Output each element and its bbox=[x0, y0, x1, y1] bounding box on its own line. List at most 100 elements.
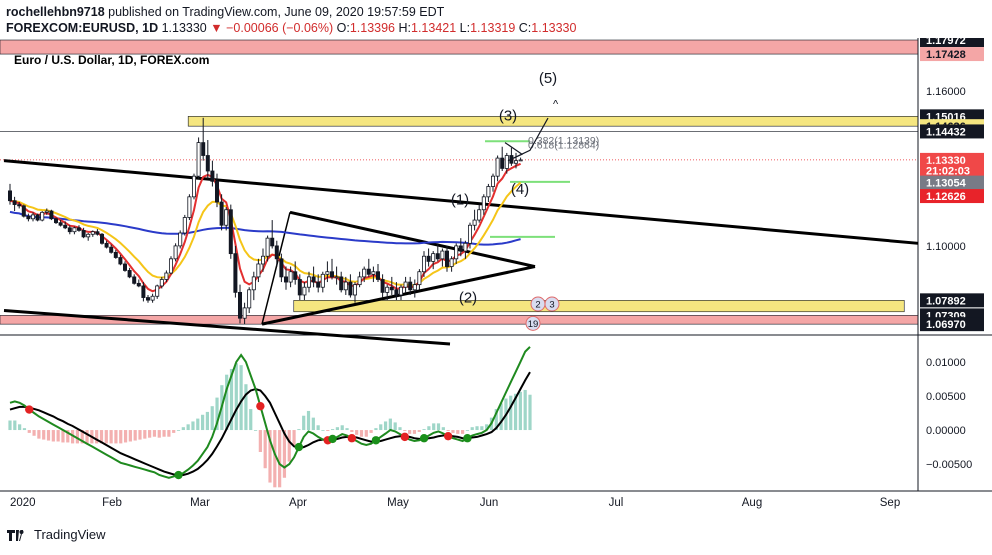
candle-body bbox=[518, 159, 523, 162]
macd-histogram-bar bbox=[316, 425, 320, 431]
candle-body bbox=[72, 227, 77, 233]
candle-body bbox=[417, 271, 422, 286]
candles-layer bbox=[7, 117, 523, 325]
macd-histogram-bar bbox=[513, 393, 518, 431]
price-label: 1.17428 bbox=[926, 49, 966, 61]
macd-histogram-bar bbox=[364, 430, 368, 437]
macd-histogram-bar bbox=[408, 430, 412, 434]
macd-histogram-bar bbox=[215, 397, 219, 431]
time-label: Jul bbox=[609, 497, 624, 509]
macd-histogram-bar bbox=[403, 430, 407, 431]
macd-histogram-bar bbox=[253, 430, 258, 431]
candle-body bbox=[233, 253, 238, 293]
time-label: Jun bbox=[480, 497, 499, 509]
time-label: Apr bbox=[289, 497, 307, 509]
candle-body bbox=[30, 214, 35, 220]
wave-label: (5) bbox=[539, 70, 557, 87]
macd-histogram-bar bbox=[70, 430, 75, 444]
candle-body bbox=[7, 190, 12, 202]
macd-histogram-bar bbox=[321, 430, 325, 431]
macd-histogram-bar bbox=[350, 430, 354, 432]
macd-histogram-bar bbox=[128, 430, 132, 442]
candle-body bbox=[329, 271, 334, 278]
price-label-box bbox=[920, 175, 984, 190]
candle-body bbox=[458, 245, 463, 252]
price-axis[interactable]: 1.179721.174281.160001.150161.146361.144… bbox=[920, 38, 984, 471]
candle-body bbox=[44, 210, 49, 213]
price-chart[interactable]: (5) (3) (1) (4) (2) 0.382(1.13139)0.618(1.128… bbox=[0, 38, 992, 520]
macd-histogram-bar bbox=[273, 430, 277, 488]
macd-histogram-bar bbox=[340, 425, 344, 431]
price-label: 1.07892 bbox=[926, 295, 966, 307]
candle-body bbox=[467, 224, 472, 244]
zones-layer bbox=[0, 39, 919, 325]
candle-body bbox=[86, 233, 91, 238]
trendline-upper bbox=[3, 159, 919, 245]
macd-histogram-bar bbox=[523, 389, 527, 431]
candle-body bbox=[316, 281, 321, 288]
time-axis[interactable]: 2020 Feb Mar Apr May Jun Jul Aug Sep bbox=[10, 497, 900, 509]
candle-body bbox=[247, 289, 252, 309]
candle-body bbox=[132, 276, 137, 284]
macd-histogram-bar bbox=[229, 368, 234, 431]
candle-body bbox=[444, 250, 449, 267]
macd-cross-dot bbox=[463, 434, 472, 443]
macd-histogram-bar bbox=[176, 430, 181, 431]
macd-histogram-bar bbox=[133, 430, 137, 441]
candle-body bbox=[431, 253, 436, 262]
symbol-line: FOREXCOM:EURUSD, 1D 1.13330 ▼ −0.00066 (… bbox=[6, 20, 576, 36]
macd-histogram-bar bbox=[244, 384, 248, 431]
macd-histogram-bar bbox=[451, 430, 455, 433]
macd-cross-dot bbox=[371, 436, 381, 445]
candle-body bbox=[201, 142, 206, 156]
macd-cross-dot bbox=[419, 434, 429, 443]
close-value: 1.13330 bbox=[531, 21, 577, 35]
triangle-top bbox=[289, 210, 536, 269]
candle-body bbox=[500, 157, 505, 169]
time-label: Aug bbox=[742, 497, 762, 509]
candle-body bbox=[412, 284, 417, 291]
candle-body bbox=[159, 279, 164, 287]
candle-body bbox=[63, 224, 68, 229]
candle-body bbox=[371, 271, 376, 275]
macd-histogram-bar bbox=[422, 429, 426, 431]
wave-label: (1) bbox=[451, 192, 469, 209]
macd-histogram-bar bbox=[509, 395, 513, 431]
candle-body bbox=[26, 215, 31, 220]
triangle-left bbox=[261, 212, 291, 325]
macd-histogram-bar bbox=[152, 430, 157, 437]
macd-histogram-bar bbox=[417, 430, 421, 432]
trendline-lower bbox=[3, 308, 451, 346]
macd-histogram-bar bbox=[528, 394, 532, 431]
macd-histogram-bar bbox=[27, 430, 31, 433]
candle-body bbox=[168, 258, 173, 274]
symbol-label: FOREXCOM:EURUSD, 1D bbox=[6, 21, 159, 35]
candle-body bbox=[77, 227, 82, 231]
candle-body bbox=[375, 271, 380, 280]
candle-body bbox=[403, 281, 408, 288]
candle-body bbox=[196, 142, 201, 177]
candle-body bbox=[311, 276, 316, 283]
macd-cross-dot bbox=[347, 434, 357, 443]
publisher-name: rochellehbn9718 bbox=[6, 5, 105, 19]
grid-layer bbox=[0, 38, 992, 492]
candle-body bbox=[81, 230, 86, 238]
macd-histogram-bar bbox=[80, 430, 84, 444]
zone-0 bbox=[0, 39, 919, 55]
projection-arrow-icon: ^ bbox=[553, 99, 559, 111]
fib-label: 0.618(1.12864) bbox=[528, 140, 599, 152]
publish-info: published on TradingView.com, June 09, 2… bbox=[108, 5, 445, 19]
macd-histogram-bar bbox=[143, 430, 147, 439]
candle-body bbox=[270, 237, 275, 247]
macd-histogram-bar bbox=[210, 406, 214, 431]
macd-histogram-bar bbox=[42, 430, 46, 440]
price-label-box bbox=[920, 124, 984, 139]
macd-histogram-bar bbox=[66, 430, 70, 443]
candle-body bbox=[440, 250, 445, 260]
macd-histogram-bar bbox=[355, 430, 359, 435]
price-label: 1.06970 bbox=[926, 319, 966, 331]
macd-histogram-bar bbox=[162, 430, 166, 437]
event-badge-icon bbox=[525, 315, 541, 331]
macd-cross-dot bbox=[174, 470, 183, 480]
price-label-box bbox=[920, 47, 984, 62]
